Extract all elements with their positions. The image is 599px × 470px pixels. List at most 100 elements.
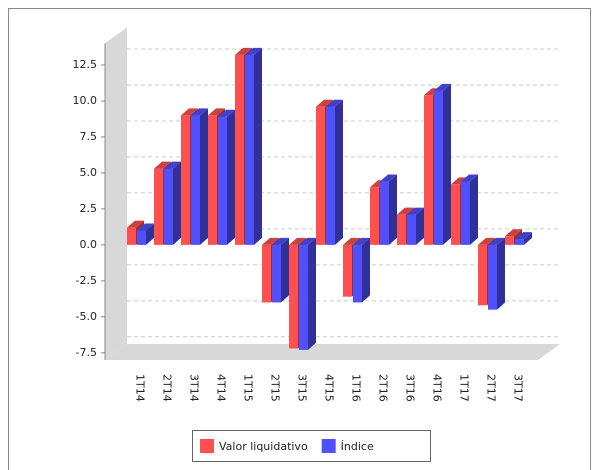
bar-front <box>451 184 460 245</box>
bar-top <box>218 109 235 117</box>
bar-top <box>137 223 154 231</box>
bar <box>353 237 370 303</box>
bar-top <box>191 108 208 116</box>
bar <box>407 207 424 245</box>
bar-top <box>407 207 424 215</box>
x-tick-label: 3T15 <box>296 374 309 402</box>
bar-front <box>407 214 416 245</box>
bar-front <box>488 244 497 310</box>
y-tick-label: 7.5 <box>80 130 98 143</box>
bar <box>434 83 451 245</box>
bar-top <box>434 83 451 91</box>
legend-swatch <box>200 439 214 453</box>
bar-front <box>154 168 163 245</box>
bar-front <box>316 106 325 245</box>
bar-side <box>227 109 235 245</box>
chart-border <box>8 8 591 470</box>
x-tick-label: 2T16 <box>377 374 390 402</box>
bar-side <box>146 223 154 245</box>
floor <box>105 344 560 360</box>
bar-top <box>380 174 397 182</box>
y-tick-label: -7.5 <box>76 346 97 359</box>
bar <box>461 174 478 245</box>
bar-side <box>524 232 532 245</box>
y-tick-label: 2.5 <box>80 202 98 215</box>
y-tick-label: -2.5 <box>76 274 97 287</box>
bar-front <box>235 54 244 245</box>
bar-front <box>262 244 271 303</box>
x-tick-label: 1T16 <box>350 374 363 402</box>
x-tick-label: 3T14 <box>188 374 201 402</box>
bar <box>218 109 235 245</box>
bar-front <box>218 116 227 245</box>
bar-front <box>299 244 308 350</box>
bar <box>245 47 262 245</box>
bar-top <box>245 47 262 55</box>
bar-top <box>505 229 522 237</box>
bar-front <box>515 239 524 245</box>
bar-front <box>272 244 281 303</box>
x-tick-label: 4T16 <box>431 374 444 402</box>
bar-top <box>343 237 360 245</box>
x-tick-label: 3T16 <box>404 374 417 402</box>
legend-label: Índice <box>341 440 374 453</box>
bar <box>380 174 397 245</box>
bar-front <box>164 168 173 245</box>
bar-top <box>316 99 333 107</box>
bar-side <box>281 237 289 303</box>
bar-front <box>137 230 146 245</box>
x-tick-label: 3T17 <box>512 374 525 402</box>
bar-front <box>245 54 254 245</box>
bar-top <box>164 161 181 169</box>
x-tick-label: 4T15 <box>323 374 336 402</box>
bar-front <box>478 244 487 306</box>
y-tick-label: 0.0 <box>80 238 98 251</box>
bar-top <box>478 237 495 245</box>
bar-front <box>505 236 514 245</box>
bar <box>137 223 154 245</box>
x-tick-label: 1T17 <box>458 374 471 402</box>
bar-front <box>434 90 443 245</box>
y-tick-label: 5.0 <box>80 166 98 179</box>
bar-top <box>461 174 478 182</box>
bar-front <box>370 187 379 245</box>
bar-front <box>343 244 352 297</box>
bar-front <box>397 214 406 245</box>
bar-top <box>154 161 171 169</box>
y-tick-label: 10.0 <box>73 94 98 107</box>
bar-top <box>181 108 198 116</box>
bar-side <box>200 108 208 245</box>
bar-top <box>127 220 144 228</box>
y-tick-label: 12.5 <box>73 58 98 71</box>
bar-side <box>416 207 424 245</box>
bar <box>191 108 208 245</box>
x-tick-label: 1T15 <box>242 374 255 402</box>
bar <box>299 237 316 350</box>
bar-front <box>208 115 217 245</box>
bar-side <box>470 174 478 245</box>
bar <box>515 232 532 245</box>
bar-front <box>289 244 298 349</box>
x-tick-label: 4T14 <box>215 374 228 402</box>
bar <box>488 237 505 310</box>
bar-side <box>389 174 397 245</box>
x-tick-label: 2T15 <box>269 374 282 402</box>
bar-front <box>181 115 190 245</box>
bar-top <box>488 237 505 245</box>
bar-top <box>299 237 316 245</box>
x-tick-label: 2T17 <box>485 374 498 402</box>
bar-top <box>326 99 343 107</box>
bar-side <box>308 237 316 350</box>
legend-box <box>192 430 431 462</box>
bar-top <box>515 232 532 240</box>
bar-front <box>424 95 433 245</box>
bar-side <box>497 237 505 310</box>
bar-front <box>191 115 200 245</box>
back-wall <box>105 27 127 361</box>
bar-top <box>353 237 370 245</box>
bar-side <box>335 99 343 245</box>
bar-front <box>326 106 335 245</box>
bar-front <box>461 181 470 245</box>
x-tick-label: 1T14 <box>134 374 147 402</box>
